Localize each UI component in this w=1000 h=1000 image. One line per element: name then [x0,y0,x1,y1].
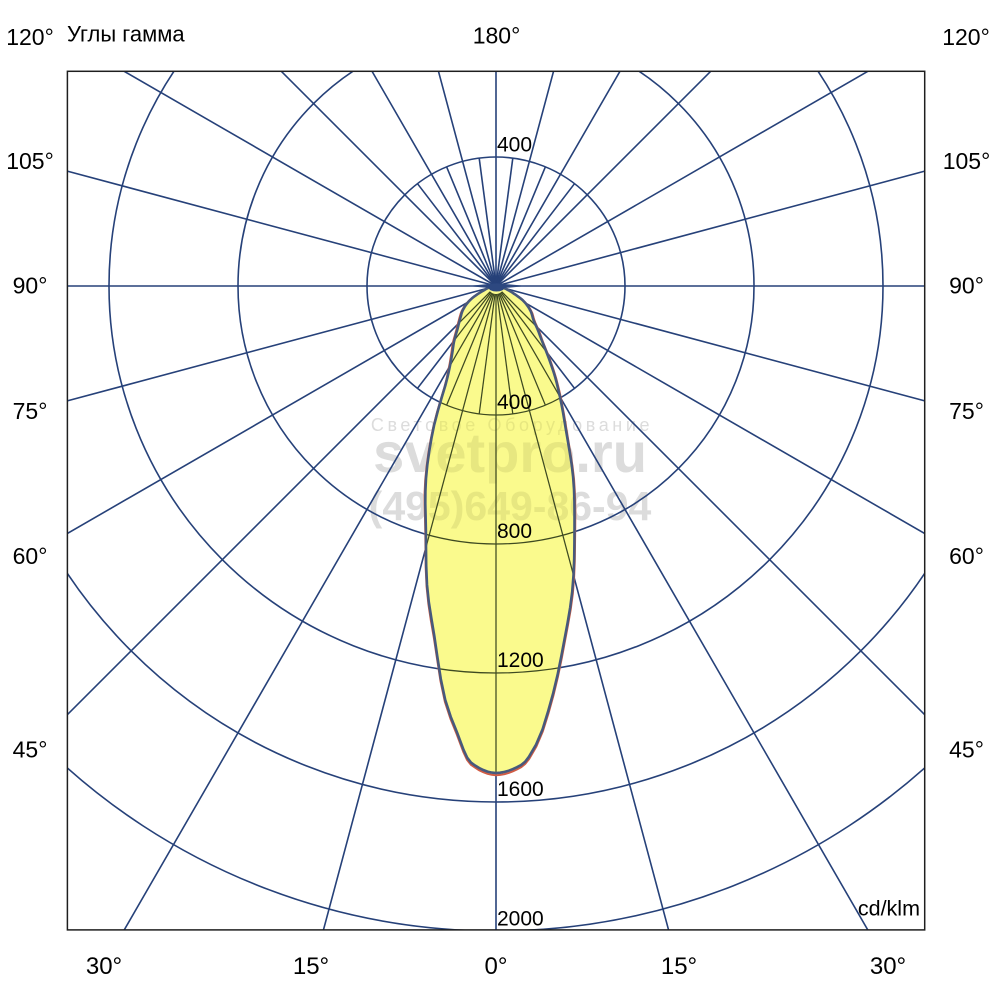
svg-text:105°: 105° [943,148,991,174]
svg-text:30°: 30° [870,953,906,980]
svg-text:60°: 60° [949,543,984,569]
svg-text:45°: 45° [949,737,984,763]
svg-text:180°: 180° [473,23,521,49]
svg-text:120°: 120° [942,24,990,50]
svg-text:90°: 90° [949,273,984,299]
svg-text:cd/klm: cd/klm [858,897,920,921]
svg-text:1200: 1200 [497,649,544,672]
svg-text:svetpro.ru: svetpro.ru [373,421,647,484]
svg-text:75°: 75° [949,398,984,424]
svg-text:120°: 120° [6,24,54,50]
svg-text:30°: 30° [86,953,122,980]
svg-text:75°: 75° [13,398,48,424]
svg-text:2000: 2000 [497,908,544,931]
svg-text:400: 400 [497,391,532,414]
svg-text:0°: 0° [485,953,508,980]
svg-text:60°: 60° [13,543,48,569]
svg-text:Световое Оборудование: Световое Оборудование [371,415,653,435]
svg-text:400: 400 [497,134,532,157]
svg-text:Углы гамма: Углы гамма [67,22,185,47]
svg-text:1600: 1600 [497,778,544,801]
svg-text:15°: 15° [293,953,329,980]
svg-text:105°: 105° [6,148,54,174]
svg-text:45°: 45° [13,737,48,763]
svg-text:800: 800 [497,520,532,543]
svg-text:15°: 15° [661,953,697,980]
svg-text:90°: 90° [13,273,48,299]
svg-text:(495)649-86-94: (495)649-86-94 [369,483,652,529]
